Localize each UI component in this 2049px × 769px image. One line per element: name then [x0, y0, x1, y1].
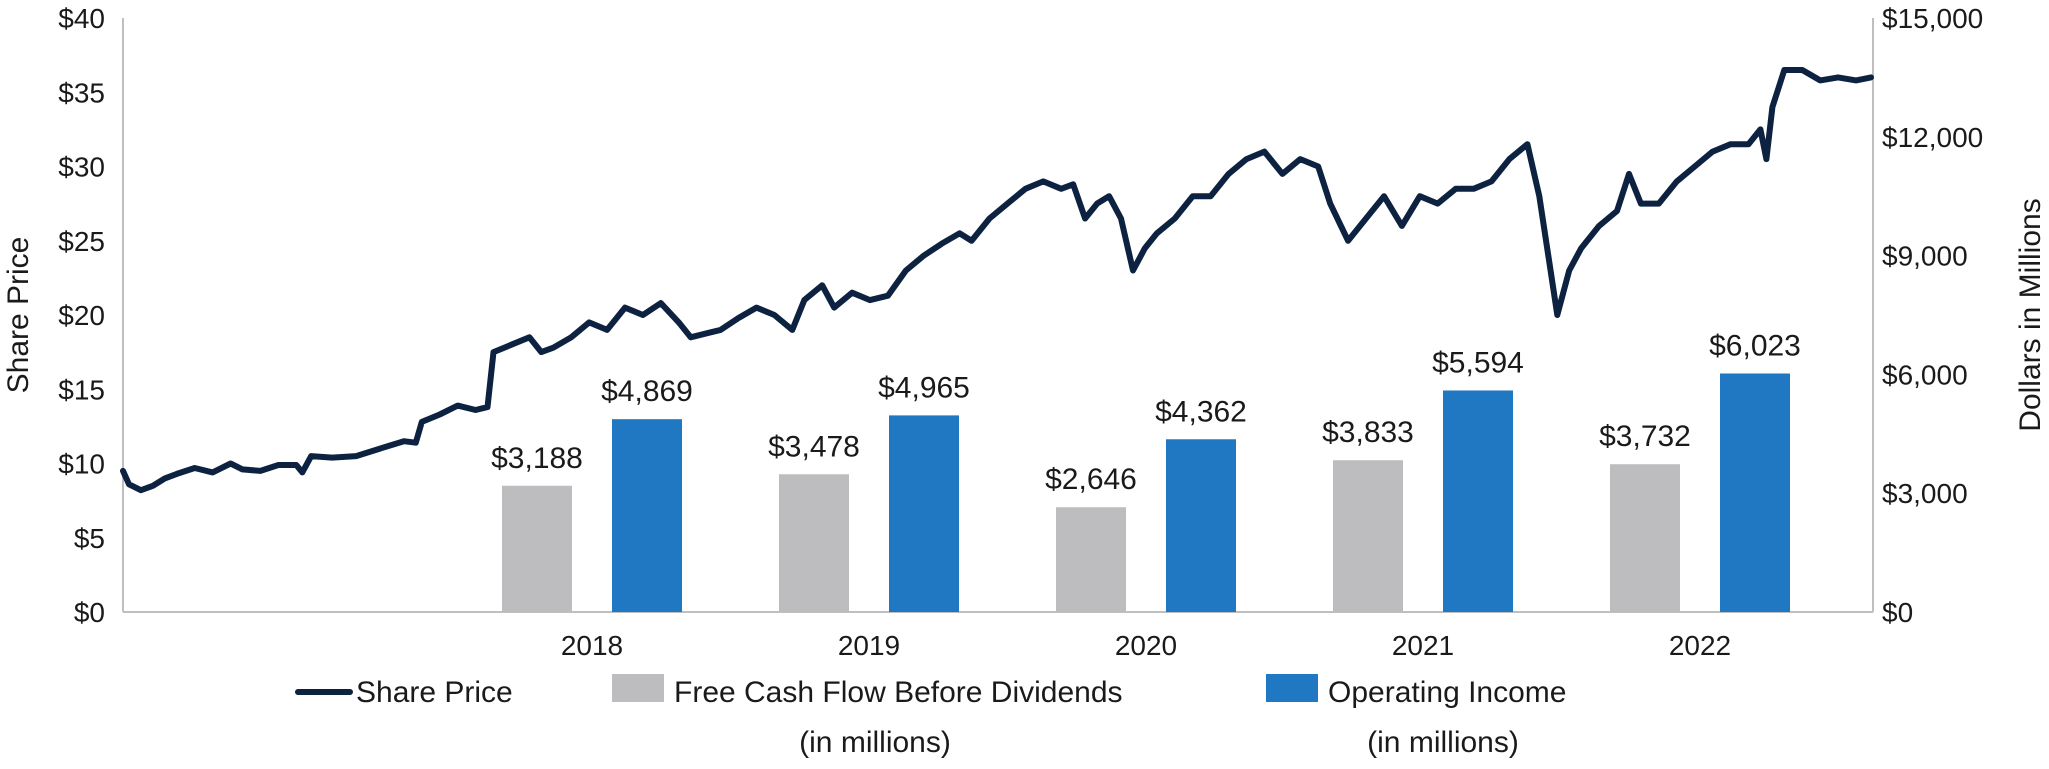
right-tick-label: $9,000: [1882, 241, 1968, 272]
legend-label-line2: (in millions): [799, 726, 951, 759]
bar: [1333, 460, 1403, 612]
legend-label-line2: (in millions): [1367, 726, 1519, 759]
left-tick-label: $40: [58, 3, 105, 34]
bar-data-label: $2,646: [1045, 463, 1137, 496]
legend-label: Share Price: [356, 676, 513, 709]
x-tick-label: 2018: [561, 630, 623, 661]
left-tick-label: $0: [74, 597, 105, 628]
bar-data-label: $3,188: [491, 442, 583, 475]
share-price-path: [120, 67, 1874, 494]
right-tick-label: $0: [1882, 597, 1913, 628]
bar-data-label: $4,965: [878, 371, 970, 404]
bar-data-label: $3,478: [768, 430, 860, 463]
right-tick-label: $12,000: [1882, 122, 1983, 153]
x-tick-label: 2019: [838, 630, 900, 661]
legend-label: Operating Income: [1328, 676, 1566, 709]
right-tick-label: $6,000: [1882, 359, 1968, 390]
left-tick-label: $20: [58, 300, 105, 331]
legend-label: Free Cash Flow Before Dividends: [674, 676, 1123, 709]
right-tick-label: $15,000: [1882, 3, 1983, 34]
bar: [1610, 464, 1680, 612]
axes: $0 $5 $10 $15 $20 $25 $30 $35 $40 $0 $3,000 $6,000 $…: [2, 3, 2047, 661]
bar-data-label: $5,594: [1432, 346, 1524, 379]
legend-swatch: [612, 674, 664, 702]
bar-data-label: $3,833: [1322, 416, 1414, 449]
left-axis-title: Share Price: [2, 237, 35, 394]
bar-data-label: $4,869: [601, 375, 693, 408]
bar-data-label: $6,023: [1709, 329, 1801, 362]
bar: [612, 419, 682, 612]
legend-swatch: [1266, 674, 1318, 702]
bar: [1443, 390, 1513, 612]
bar: [889, 415, 959, 612]
bar-data-label: $4,362: [1155, 395, 1247, 428]
x-tick-label: 2022: [1669, 630, 1731, 661]
x-tick-label: 2020: [1115, 630, 1177, 661]
share-price-line: [120, 67, 1874, 494]
bar: [779, 474, 849, 612]
left-tick-label: $15: [58, 374, 105, 405]
right-axis-title: Dollars in Millions: [2014, 198, 2047, 431]
left-tick-label: $25: [58, 226, 105, 257]
x-tick-label: 2021: [1392, 630, 1454, 661]
bar: [1166, 439, 1236, 612]
bar-data-label: $3,732: [1599, 420, 1691, 453]
left-tick-label: $10: [58, 449, 105, 480]
legend: Share Price Free Cash Flow Before Dividen…: [295, 674, 1566, 759]
left-tick-label: $30: [58, 152, 105, 183]
left-tick-label: $35: [58, 77, 105, 108]
bar: [502, 485, 572, 612]
right-tick-label: $3,000: [1882, 478, 1968, 509]
left-tick-label: $5: [74, 523, 105, 554]
bars: $3,188 $3,478 $2,646 $3,833 $3,732 $4,869 $4,9…: [491, 329, 1801, 612]
bar: [1720, 373, 1790, 612]
bar: [1056, 507, 1126, 612]
